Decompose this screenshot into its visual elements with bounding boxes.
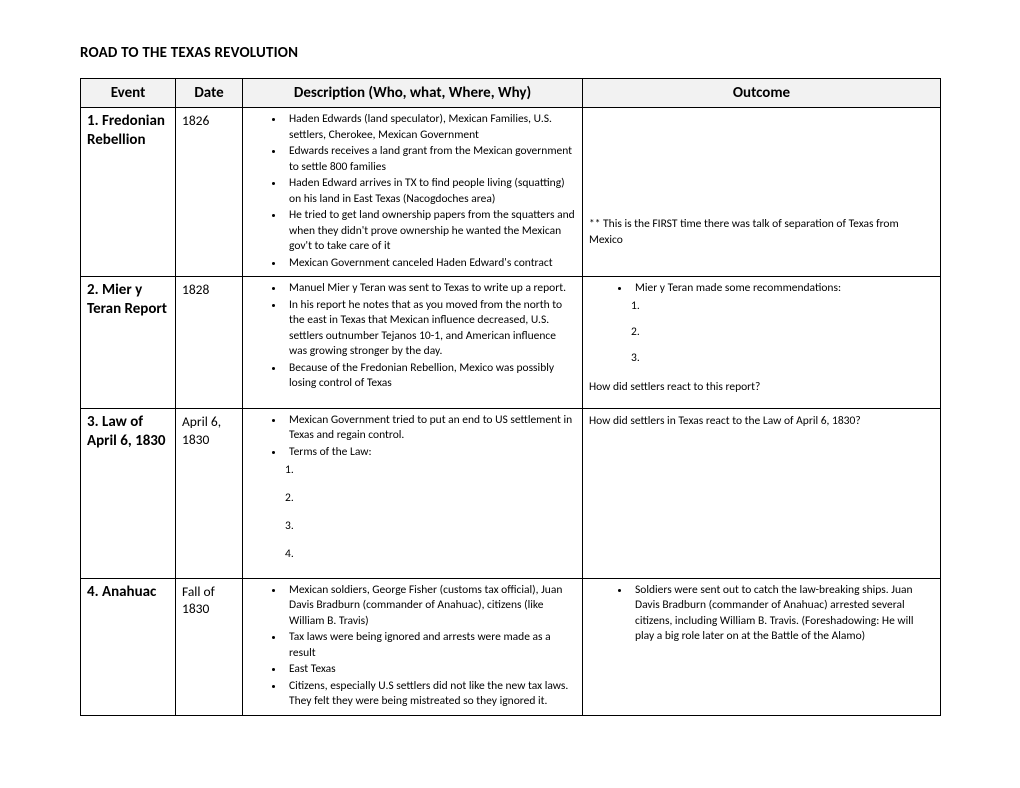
rec-item: 2. bbox=[589, 324, 934, 340]
list-item: Tax laws were being ignored and arrests … bbox=[285, 630, 576, 661]
list-item: In his report he notes that as you moved… bbox=[285, 298, 576, 360]
outcome-note: ** This is the FIRST time there was talk… bbox=[589, 216, 934, 248]
outcome-list: Soldiers were sent out to catch the law-… bbox=[589, 583, 934, 645]
table-row: 2. Mier y Teran Report 1828 Manuel Mier … bbox=[81, 277, 941, 409]
list-item: Haden Edwards (land speculator), Mexican… bbox=[285, 112, 576, 143]
header-date: Date bbox=[176, 79, 243, 108]
term-item: 4. bbox=[285, 546, 576, 562]
term-item: 2. bbox=[285, 490, 576, 506]
header-description: Description (Who, what, Where, Why) bbox=[243, 79, 583, 108]
term-item: 1. bbox=[285, 462, 576, 478]
outcome-cell: Mier y Teran made some recommendations: … bbox=[583, 277, 941, 409]
list-item: Terms of the Law: bbox=[285, 445, 576, 461]
list-item: Because of the Fredonian Rebellion, Mexi… bbox=[285, 361, 576, 392]
description-list: Mexican soldiers, George Fisher (customs… bbox=[249, 583, 576, 710]
list-item: Manuel Mier y Teran was sent to Texas to… bbox=[285, 281, 576, 297]
list-item: He tried to get land ownership papers fr… bbox=[285, 208, 576, 255]
date-cell: 1828 bbox=[176, 277, 243, 409]
list-item: Citizens, especially U.S settlers did no… bbox=[285, 679, 576, 710]
description-list: Mexican Government tried to put an end t… bbox=[249, 413, 576, 461]
page-title: ROAD TO THE TEXAS REVOLUTION bbox=[80, 44, 940, 62]
event-cell: 3. Law of April 6, 1830 bbox=[81, 408, 176, 578]
description-cell: Mexican soldiers, George Fisher (customs… bbox=[243, 578, 583, 715]
description-list: Haden Edwards (land speculator), Mexican… bbox=[249, 112, 576, 271]
table-row: 3. Law of April 6, 1830 April 6, 1830 Me… bbox=[81, 408, 941, 578]
list-item: Mexican Government canceled Haden Edward… bbox=[285, 256, 576, 272]
outcome-recommendations: 1. 2. 3. bbox=[589, 298, 934, 366]
date-cell: 1826 bbox=[176, 108, 243, 277]
outcome-cell: ** This is the FIRST time there was talk… bbox=[583, 108, 941, 277]
table-row: 1. Fredonian Rebellion 1826 Haden Edward… bbox=[81, 108, 941, 277]
list-item: Mier y Teran made some recommendations: bbox=[631, 281, 934, 297]
outcome-question: How did settlers in Texas react to the L… bbox=[589, 413, 934, 429]
header-event: Event bbox=[81, 79, 176, 108]
description-cell: Manuel Mier y Teran was sent to Texas to… bbox=[243, 277, 583, 409]
event-cell: 4. Anahuac bbox=[81, 578, 176, 715]
list-item: Soldiers were sent out to catch the law-… bbox=[631, 583, 934, 645]
revolution-table: Event Date Description (Who, what, Where… bbox=[80, 78, 941, 716]
date-cell: April 6, 1830 bbox=[176, 408, 243, 578]
list-item: Mexican soldiers, George Fisher (customs… bbox=[285, 583, 576, 630]
event-cell: 2. Mier y Teran Report bbox=[81, 277, 176, 409]
table-header-row: Event Date Description (Who, what, Where… bbox=[81, 79, 941, 108]
list-item: Mexican Government tried to put an end t… bbox=[285, 413, 576, 444]
description-cell: Mexican Government tried to put an end t… bbox=[243, 408, 583, 578]
event-cell: 1. Fredonian Rebellion bbox=[81, 108, 176, 277]
outcome-cell: How did settlers in Texas react to the L… bbox=[583, 408, 941, 578]
outcome-cell: Soldiers were sent out to catch the law-… bbox=[583, 578, 941, 715]
list-item: Edwards receives a land grant from the M… bbox=[285, 144, 576, 175]
date-cell: Fall of 1830 bbox=[176, 578, 243, 715]
table-row: 4. Anahuac Fall of 1830 Mexican soldiers… bbox=[81, 578, 941, 715]
rec-item: 3. bbox=[589, 350, 934, 366]
header-outcome: Outcome bbox=[583, 79, 941, 108]
list-item: Haden Edward arrives in TX to find peopl… bbox=[285, 176, 576, 207]
list-item: East Texas bbox=[285, 662, 576, 678]
description-list: Manuel Mier y Teran was sent to Texas to… bbox=[249, 281, 576, 392]
outcome-list: Mier y Teran made some recommendations: bbox=[589, 281, 934, 297]
term-item: 3. bbox=[285, 518, 576, 534]
description-cell: Haden Edwards (land speculator), Mexican… bbox=[243, 108, 583, 277]
rec-item: 1. bbox=[589, 298, 934, 314]
outcome-question: How did settlers react to this report? bbox=[589, 380, 934, 394]
terms-list: 1. 2. 3. 4. bbox=[249, 462, 576, 562]
